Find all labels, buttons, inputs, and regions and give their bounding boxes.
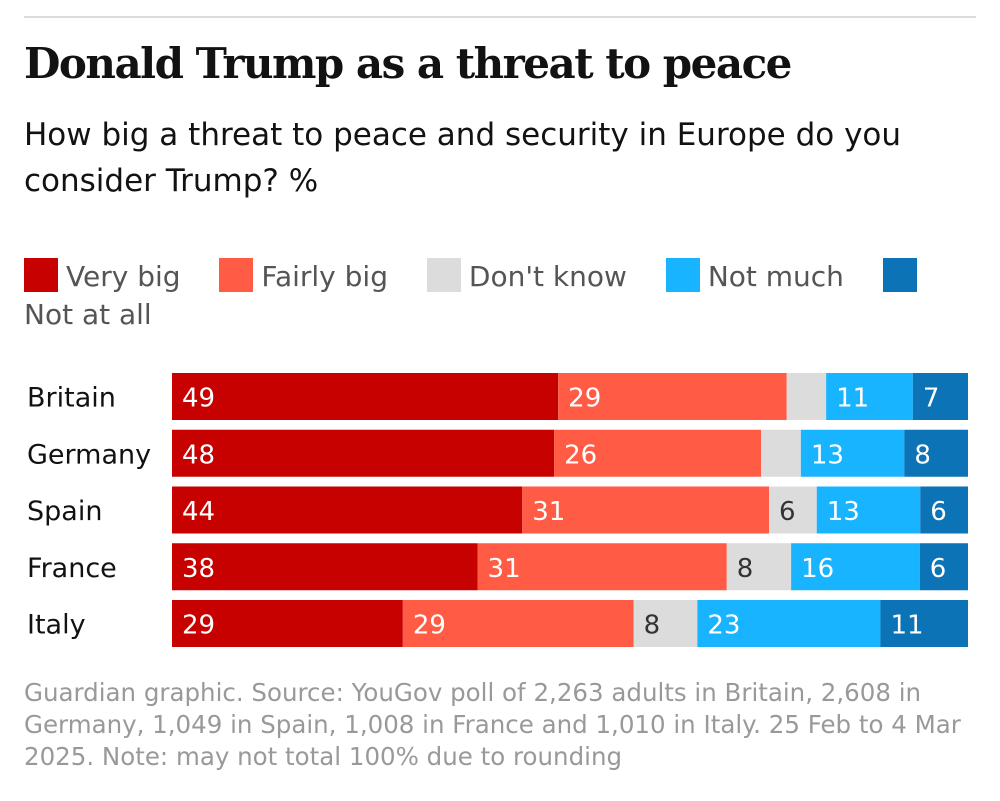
legend-item-fairly-big: Fairly big — [219, 258, 388, 293]
bar-very-big-germany — [172, 429, 555, 477]
legend-item-not-at-all: Not at all — [24, 258, 925, 331]
legend-label: Very big — [66, 260, 181, 293]
data-label-not-much-italy: 23 — [707, 611, 740, 641]
legend-swatch — [882, 258, 917, 292]
legend-swatch — [24, 258, 58, 292]
bar-very-big-italy — [172, 600, 403, 647]
bar-fairly-big-germany — [554, 429, 762, 477]
bar-dont-know-britain — [786, 373, 827, 420]
bar-not-much-germany — [800, 429, 905, 477]
legend-swatch — [219, 258, 254, 292]
category-label-britain: Britain — [27, 383, 116, 414]
data-label-fairly-big-italy: 29 — [413, 611, 446, 641]
bar-not-much-spain — [816, 486, 921, 534]
data-label-not-at-all-france: 6 — [930, 554, 947, 584]
category-label-france: France — [27, 553, 117, 584]
bar-very-big-france — [172, 543, 478, 591]
bar-not-much-italy — [697, 600, 881, 647]
legend-swatch — [426, 258, 461, 292]
bar-not-at-all-spain — [920, 486, 968, 534]
category-label-germany: Germany — [27, 439, 151, 470]
bar-not-much-britain — [826, 373, 913, 420]
data-label-not-much-germany: 13 — [811, 440, 844, 470]
bar-not-at-all-germany — [904, 429, 968, 477]
legend-label: Don't know — [468, 260, 627, 293]
data-label-dont-know-france: 8 — [737, 554, 754, 584]
data-label-dont-know-italy: 8 — [644, 611, 661, 641]
bar-not-much-france — [791, 543, 920, 591]
data-label-not-at-all-italy: 11 — [890, 611, 923, 641]
bar-dont-know-germany — [761, 429, 801, 477]
bar-not-at-all-france — [919, 543, 968, 591]
legend-item-dont-know: Don't know — [426, 258, 627, 293]
top-rule — [24, 16, 976, 18]
source-note: Guardian graphic. Source: YouGov poll of… — [24, 678, 961, 771]
legend-swatch — [665, 258, 700, 292]
data-label-fairly-big-germany: 26 — [564, 440, 597, 470]
legend: Very big Fairly big Don't know Not much … — [24, 258, 964, 334]
bar-dont-know-spain — [769, 486, 817, 534]
data-label-very-big-france: 38 — [182, 554, 215, 584]
data-label-not-much-britain: 11 — [836, 384, 869, 414]
bar-dont-know-italy — [633, 600, 698, 647]
data-label-not-at-all-germany: 8 — [914, 440, 931, 470]
bar-fairly-big-britain — [558, 373, 787, 420]
bar-fairly-big-italy — [402, 600, 634, 647]
category-label-spain: Spain — [27, 496, 102, 527]
chart-subtitle: How big a threat to peace and security i… — [24, 117, 902, 199]
legend-label: Not at all — [24, 298, 152, 331]
data-label-dont-know-spain: 6 — [779, 497, 796, 527]
chart-title: Donald Trump as a threat to peace — [24, 39, 792, 88]
data-label-fairly-big-spain: 31 — [532, 497, 565, 527]
data-label-fairly-big-britain: 29 — [568, 384, 601, 414]
bar-not-at-all-italy — [880, 600, 968, 647]
bar-fairly-big-france — [477, 543, 727, 591]
data-label-not-much-france: 16 — [801, 554, 834, 584]
data-label-not-at-all-spain: 6 — [930, 497, 947, 527]
legend-label: Not much — [707, 260, 844, 293]
bar-very-big-spain — [172, 486, 523, 534]
legend-item-not-much: Not much — [665, 258, 844, 293]
data-label-very-big-spain: 44 — [182, 497, 215, 527]
bar-fairly-big-spain — [522, 486, 769, 534]
data-label-fairly-big-france: 31 — [488, 554, 521, 584]
category-label-italy: Italy — [27, 610, 86, 641]
data-label-very-big-britain: 49 — [182, 384, 215, 414]
legend-item-very-big: Very big — [24, 258, 181, 293]
data-label-very-big-italy: 29 — [182, 611, 215, 641]
bar-not-at-all-britain — [912, 373, 968, 420]
bar-dont-know-france — [726, 543, 792, 591]
data-label-very-big-germany: 48 — [182, 440, 215, 470]
bar-very-big-britain — [172, 373, 559, 420]
data-label-not-at-all-britain: 7 — [923, 384, 940, 414]
legend-label: Fairly big — [261, 260, 388, 293]
data-label-not-much-spain: 13 — [827, 497, 860, 527]
